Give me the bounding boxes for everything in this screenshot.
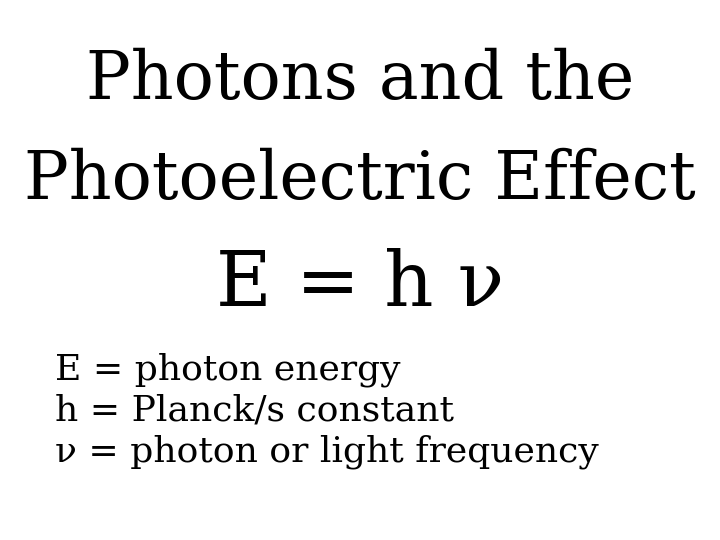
Text: ν = photon or light frequency: ν = photon or light frequency: [55, 435, 599, 469]
Text: Photoelectric Effect: Photoelectric Effect: [24, 147, 696, 213]
Text: Photons and the: Photons and the: [86, 48, 634, 113]
Text: E = photon energy: E = photon energy: [55, 353, 400, 387]
Text: h = Planck/s constant: h = Planck/s constant: [55, 393, 454, 427]
Text: E = h ν: E = h ν: [216, 248, 504, 322]
